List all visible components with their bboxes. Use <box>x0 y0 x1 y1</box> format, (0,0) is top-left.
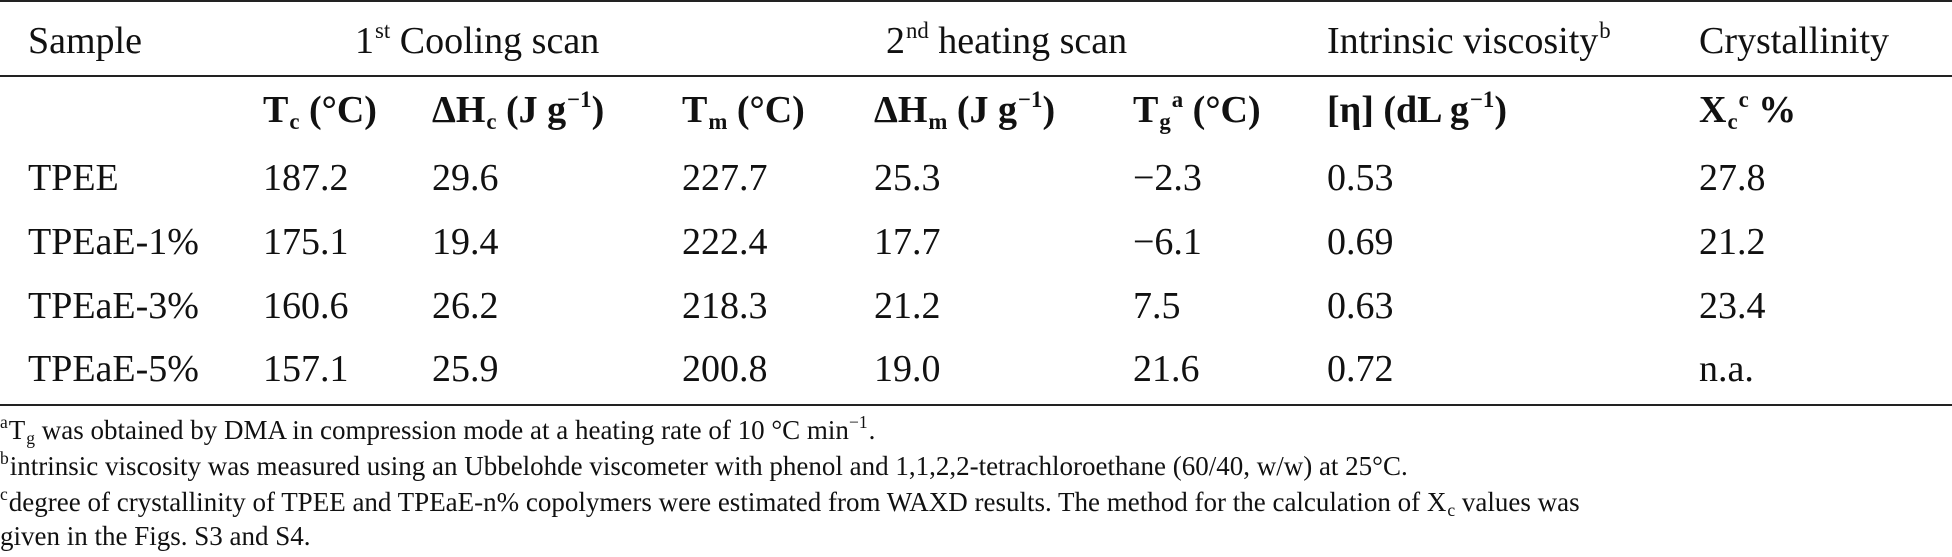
table-cell: 19.4 <box>432 221 499 263</box>
table-cell: 227.7 <box>682 157 768 199</box>
table-cell: 26.2 <box>432 285 499 327</box>
footnote-b: bintrinsic viscosity was measured using … <box>0 448 1408 481</box>
subheader-dhc: ΔHc (J g−1) <box>432 87 605 134</box>
table-cell: 19.0 <box>874 348 941 390</box>
table-cell: 7.5 <box>1133 285 1181 327</box>
header-sample: Sample <box>28 20 142 62</box>
table-cell: 187.2 <box>263 157 349 199</box>
table-row-sample-name: TPEE <box>28 157 119 199</box>
subheader-eta: [η] (dL g−1) <box>1327 87 1507 131</box>
table-cell: 0.53 <box>1327 157 1394 199</box>
table-cell: 222.4 <box>682 221 768 263</box>
subheader-tc: Tc (°C) <box>263 89 377 134</box>
table-cell: 27.8 <box>1699 157 1766 199</box>
table-cell: 21.6 <box>1133 348 1200 390</box>
table-cell: 29.6 <box>432 157 499 199</box>
footnote-a: aTg was obtained by DMA in compression m… <box>0 412 876 449</box>
table-cell: 25.9 <box>432 348 499 390</box>
table-row-sample-name: TPEaE-3% <box>28 285 199 327</box>
table-bottom-rule <box>0 404 1952 406</box>
footnote-c: cdegree of crystallinity of TPEE and TPE… <box>0 484 1580 521</box>
table-cell: 17.7 <box>874 221 941 263</box>
table-cell: 160.6 <box>263 285 349 327</box>
header-intrinsic-viscosity: Intrinsic viscosityb <box>1327 18 1611 62</box>
table-header-rule <box>0 75 1952 77</box>
table-cell: 23.4 <box>1699 285 1766 327</box>
table-cell: 200.8 <box>682 348 768 390</box>
table-cell: 21.2 <box>1699 221 1766 263</box>
table-cell: 157.1 <box>263 348 349 390</box>
table-cell: −2.3 <box>1133 157 1202 199</box>
header-cooling-scan: 1st Cooling scan <box>355 18 600 62</box>
header-heating-scan: 2nd heating scan <box>886 18 1128 62</box>
table-row-sample-name: TPEaE-5% <box>28 348 199 390</box>
table-cell: 25.3 <box>874 157 941 199</box>
subheader-tg: Tga (°C) <box>1133 87 1261 134</box>
subheader-tm: Tm (°C) <box>682 89 805 134</box>
header-crystallinity: Crystallinity <box>1699 20 1889 62</box>
footnote-c-continued: given in the Figs. S3 and S4. <box>0 521 311 551</box>
subheader-dhm: ΔHm (J g−1) <box>874 87 1056 134</box>
table-top-rule <box>0 0 1952 2</box>
table-cell: 218.3 <box>682 285 768 327</box>
table-cell: n.a. <box>1699 348 1754 390</box>
table-cell: 175.1 <box>263 221 349 263</box>
table-cell: 0.69 <box>1327 221 1394 263</box>
subheader-xc: Xcc % <box>1699 87 1797 134</box>
table-cell: 21.2 <box>874 285 941 327</box>
table-cell: 0.72 <box>1327 348 1394 390</box>
table-cell: −6.1 <box>1133 221 1202 263</box>
table-cell: 0.63 <box>1327 285 1394 327</box>
table-row-sample-name: TPEaE-1% <box>28 221 199 263</box>
